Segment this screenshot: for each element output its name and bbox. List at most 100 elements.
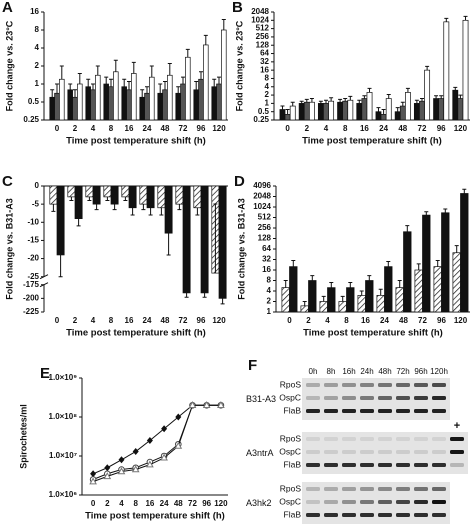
bar: [424, 69, 431, 121]
bar: [218, 185, 227, 299]
error-bar: [348, 282, 353, 288]
band: [450, 463, 464, 467]
bar: [67, 185, 76, 198]
error-bar: [194, 81, 199, 90]
x-tick-label: 96: [202, 499, 211, 508]
error-bar: [55, 83, 59, 94]
marker: [90, 470, 97, 478]
error-bar: [148, 207, 153, 216]
band-label: RpoS: [280, 433, 302, 443]
error-bar: [367, 275, 372, 281]
bar: [175, 185, 184, 205]
band: [342, 437, 356, 441]
error-bar: [123, 196, 128, 202]
band: [306, 396, 320, 400]
y-axis-title: Fold change vs. B31-A3: [236, 198, 246, 300]
panel-label: C: [2, 173, 13, 190]
panel-label: A: [2, 0, 13, 16]
error-bar: [69, 196, 74, 202]
y-tick-label: 0: [35, 181, 40, 190]
error-bar: [95, 65, 100, 76]
bar: [346, 287, 355, 313]
bar: [90, 89, 96, 121]
error-bar: [414, 99, 419, 104]
y-tick-label: -20: [27, 254, 39, 263]
band: [396, 409, 410, 413]
bar: [85, 86, 91, 121]
band: [450, 437, 464, 441]
bar: [182, 185, 191, 294]
bar: [281, 287, 290, 313]
y-tick-label: 1.0×10⁹: [49, 373, 78, 382]
band: [360, 409, 374, 413]
lane-label: 24h: [360, 367, 373, 376]
error-bar: [386, 261, 391, 267]
bar: [167, 74, 173, 121]
band: [396, 463, 410, 467]
y-tick-label: 2: [35, 61, 40, 70]
band: [432, 513, 446, 517]
error-bar: [318, 100, 323, 104]
band: [342, 409, 356, 413]
x-tick-label: 96: [197, 316, 206, 325]
error-bar: [397, 280, 402, 288]
y-axis-title: Fold change vs. 23°C: [4, 20, 14, 111]
marker: [117, 467, 126, 475]
error-bar: [329, 282, 334, 288]
x-tick-label: 96: [437, 124, 446, 133]
bar: [162, 89, 168, 121]
error-bar: [367, 87, 372, 93]
error-bar: [434, 95, 439, 99]
error-bar: [220, 298, 225, 305]
bar: [157, 92, 163, 121]
bar: [375, 111, 382, 121]
marker: [132, 448, 139, 456]
y-tick-label: 4: [35, 43, 40, 52]
bar: [405, 92, 411, 121]
marker: [160, 453, 168, 461]
x-tick-label: 24: [380, 316, 389, 325]
error-bar: [163, 81, 167, 90]
x-tick-label: 0: [55, 316, 60, 325]
x-tick-label: 4: [119, 499, 124, 508]
lane-label: 16h: [342, 367, 355, 376]
bar: [365, 280, 374, 313]
y-tick-label: 1024: [251, 15, 269, 24]
bar: [72, 96, 78, 121]
band: [324, 500, 338, 504]
error-bar: [195, 207, 200, 216]
y-axis-title: Fold change vs. 23°C: [234, 20, 244, 111]
band: [396, 396, 410, 400]
band-label: RpoS: [280, 379, 302, 389]
bar: [67, 89, 73, 121]
error-bar: [122, 78, 127, 87]
x-tick-label: 2: [73, 316, 78, 325]
x-tick-label: 24: [143, 316, 152, 325]
band: [306, 409, 320, 413]
band: [396, 383, 410, 387]
error-bar: [176, 86, 181, 94]
error-bar: [302, 301, 307, 306]
bar: [376, 295, 385, 313]
band: [378, 396, 392, 400]
bar: [452, 89, 459, 121]
band-label: OspC: [279, 496, 301, 506]
x-tick-label: 72: [188, 499, 197, 508]
y-tick-label: 512: [258, 213, 272, 222]
band: [432, 409, 446, 413]
y-tick-label: -25: [27, 272, 39, 281]
bar: [103, 185, 112, 198]
lane-label: 8h: [327, 367, 336, 376]
x-tick-label: 8: [133, 499, 138, 508]
error-bar: [166, 233, 171, 256]
bar: [342, 100, 349, 121]
bar: [113, 71, 119, 121]
bar: [49, 185, 58, 205]
x-tick-label: 2: [73, 124, 78, 133]
strain-label: A3hk2: [246, 498, 272, 508]
error-bar: [424, 211, 429, 216]
x-tick-label: 96: [437, 316, 446, 325]
error-bar: [109, 78, 113, 87]
band: [306, 450, 320, 454]
y-axis-title: Spirochetes/ml: [18, 404, 28, 469]
